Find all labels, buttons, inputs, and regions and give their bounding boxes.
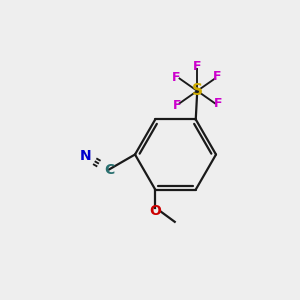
Text: F: F xyxy=(172,71,181,84)
Text: O: O xyxy=(149,205,161,218)
Text: C: C xyxy=(104,163,114,176)
Text: F: F xyxy=(214,98,222,110)
Text: N: N xyxy=(80,149,92,163)
Text: F: F xyxy=(173,98,181,112)
Text: F: F xyxy=(193,60,202,73)
Text: F: F xyxy=(213,70,222,83)
Text: S: S xyxy=(192,83,203,98)
